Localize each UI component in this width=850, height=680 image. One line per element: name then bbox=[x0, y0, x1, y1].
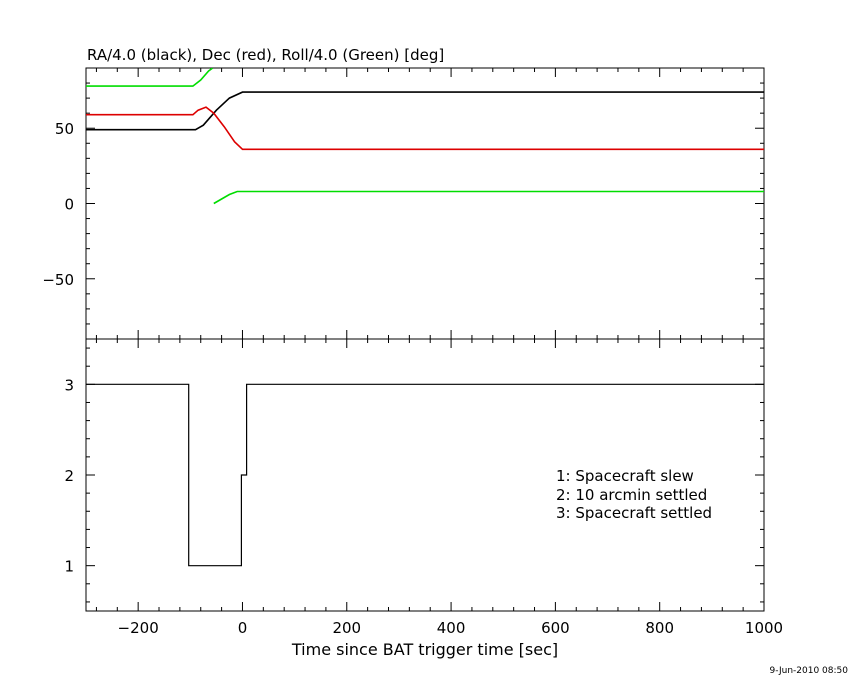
y-tick-label: 50 bbox=[55, 120, 74, 138]
x-tick-label: 400 bbox=[437, 619, 466, 637]
y-tick-label: 3 bbox=[64, 376, 74, 394]
x-tick-label: −200 bbox=[118, 619, 159, 637]
x-tick-label: 200 bbox=[332, 619, 361, 637]
top-panel-series-3 bbox=[213, 190, 764, 205]
x-tick-label: 0 bbox=[238, 619, 248, 637]
top-panel-series-1 bbox=[86, 106, 764, 151]
top-panel-series-0 bbox=[86, 91, 764, 131]
x-axis-label: Time since BAT trigger time [sec] bbox=[291, 640, 558, 659]
timestamp: 9-Jun-2010 08:50 bbox=[770, 666, 849, 676]
y-tick-label: −50 bbox=[42, 271, 74, 289]
chart-title: RA/4.0 (black), Dec (red), Roll/4.0 (Gre… bbox=[87, 46, 444, 64]
top-panel-series-2 bbox=[86, 68, 214, 87]
x-tick-label: 800 bbox=[645, 619, 674, 637]
x-tick-label: 600 bbox=[541, 619, 570, 637]
legend-entry-2: 2: 10 arcmin settled bbox=[556, 486, 707, 504]
x-tick-label: 1000 bbox=[745, 619, 783, 637]
y-tick-label: 0 bbox=[64, 196, 74, 214]
bottom-panel-series-0 bbox=[86, 383, 764, 567]
legend-entry-3: 3: Spacecraft settled bbox=[556, 504, 712, 522]
legend-entry-1: 1: Spacecraft slew bbox=[556, 467, 694, 485]
y-tick-label: 1 bbox=[64, 558, 74, 576]
top-panel-frame bbox=[85, 67, 765, 340]
y-tick-label: 2 bbox=[64, 467, 74, 485]
